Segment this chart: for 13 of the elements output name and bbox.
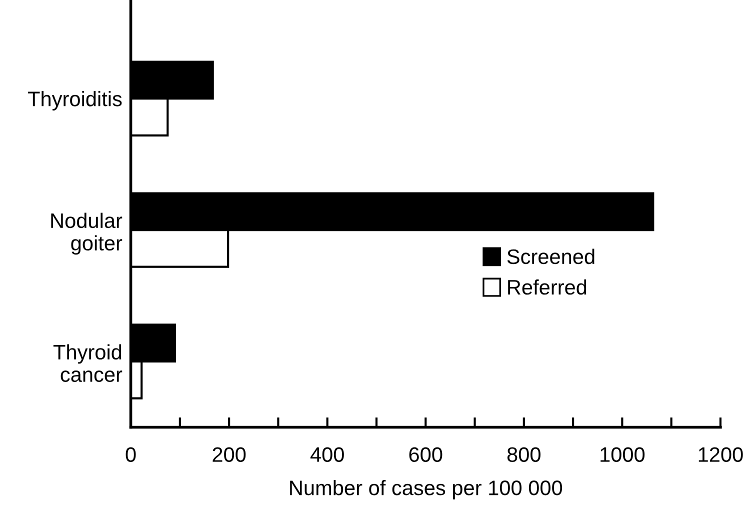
y-tick-label: Thyroiditis <box>28 91 122 110</box>
legend-label: Screened <box>507 248 594 264</box>
x-tick-label: 800 <box>507 447 540 462</box>
y-tick-label: Nodular goiter <box>51 212 122 255</box>
x-tick-label: 1000 <box>600 447 645 462</box>
x-axis-title: Number of cases per 100 000 <box>290 480 562 500</box>
x-tick-label: 200 <box>212 447 246 462</box>
y-tick-label: Thyroid cancer <box>53 344 122 382</box>
x-tick-label: 600 <box>409 447 442 462</box>
x-tick-label: 0 <box>126 447 136 462</box>
legend-label: Referred <box>508 279 586 295</box>
x-tick-label: 1200 <box>698 447 743 462</box>
x-tick-label: 400 <box>310 447 344 462</box>
